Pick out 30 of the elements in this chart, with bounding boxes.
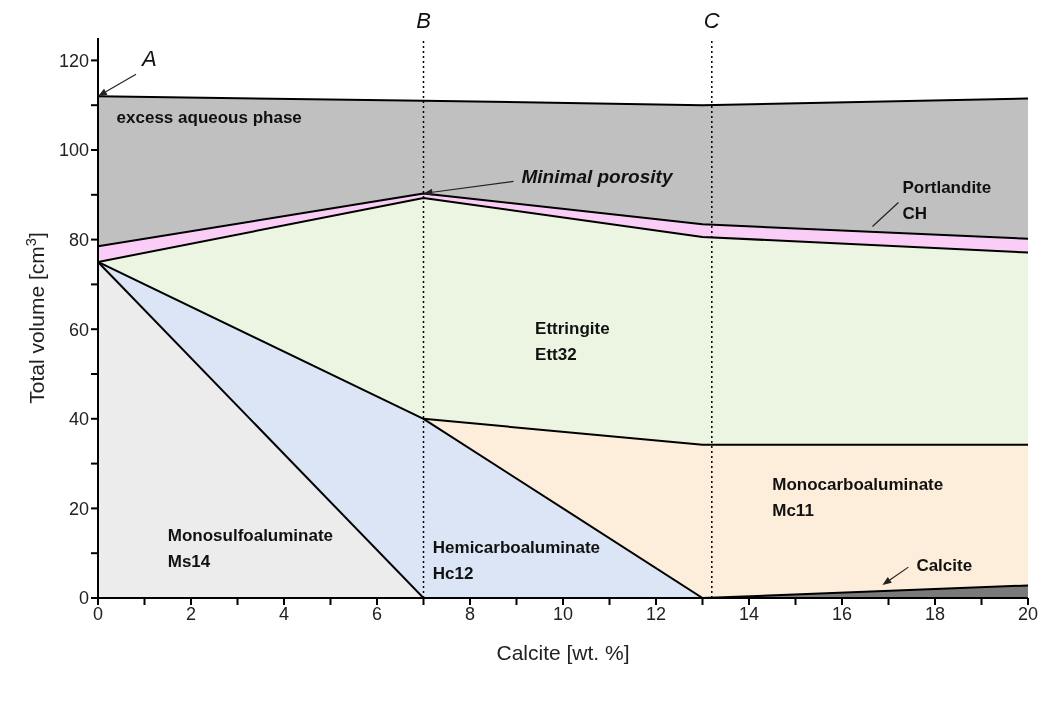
x-tick-label: 10 — [552, 603, 574, 624]
y-tick-label: 120 — [58, 50, 89, 71]
ref-line-label: B — [416, 8, 431, 33]
series-label: Calcite — [916, 556, 973, 576]
annotation: Minimal porosity — [521, 166, 674, 188]
annotation: A — [140, 46, 157, 72]
y-tick-label: 80 — [68, 229, 89, 250]
x-tick-label: 20 — [1017, 603, 1039, 624]
x-tick-label: 18 — [924, 603, 946, 624]
y-tick-label: 60 — [68, 319, 89, 340]
series-label: Ettringite Ett32 — [535, 318, 610, 364]
series-label: excess aqueous phase — [116, 108, 302, 128]
x-tick-label: 0 — [92, 603, 104, 624]
x-tick-label: 6 — [371, 603, 383, 624]
y-tick-label: 40 — [68, 409, 89, 430]
x-axis-title: Calcite [wt. %] — [496, 641, 630, 664]
y-tick-label: 100 — [58, 140, 89, 161]
ref-line-label: C — [703, 8, 720, 33]
x-tick-label: 16 — [831, 603, 853, 624]
x-tick-label: 8 — [464, 603, 476, 624]
series-label: Monosulfoaluminate Ms14 — [167, 525, 334, 571]
y-tick-label: 20 — [68, 498, 89, 519]
series-label: Hemicarboaluminate Hc12 — [432, 538, 601, 584]
x-tick-label: 4 — [278, 603, 290, 624]
x-tick-label: 2 — [185, 603, 197, 624]
x-tick-label: 14 — [738, 603, 760, 624]
y-tick-label: 0 — [78, 588, 89, 609]
series-label: Monocarboaluminate Mc11 — [772, 475, 944, 521]
x-tick-label: 12 — [645, 603, 667, 624]
series-label: Portlandite CH — [902, 177, 992, 223]
